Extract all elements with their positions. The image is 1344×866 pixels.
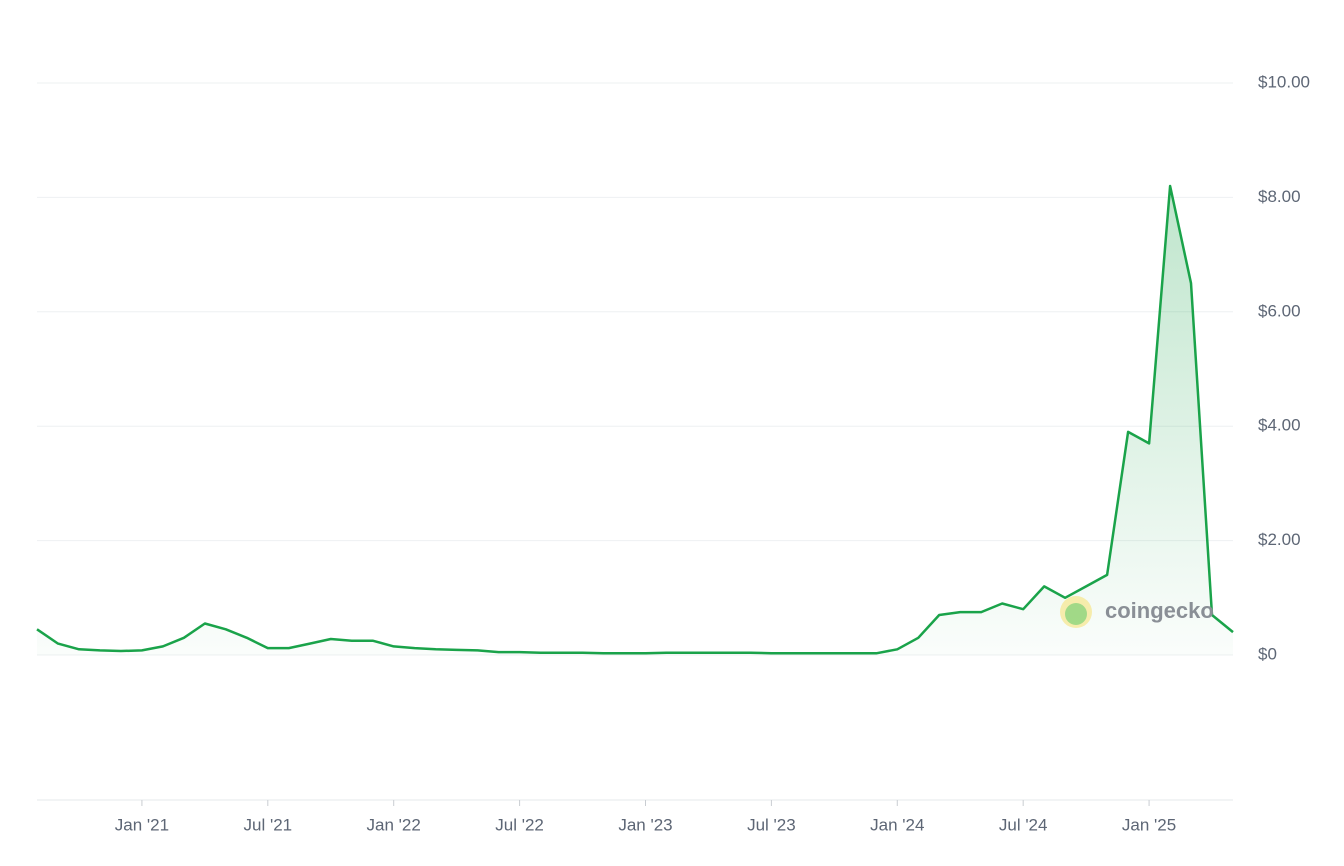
x-tick-label: Jan '22 [367,815,421,834]
y-tick-label: $6.00 [1258,301,1301,320]
x-tick-label: Jan '21 [115,815,169,834]
watermark: coingecko [1105,598,1214,623]
x-tick-label: Jan '24 [870,815,924,834]
x-tick-label: Jan '25 [1122,815,1176,834]
x-tick-label: Jul '24 [999,815,1048,834]
watermark-logo-inner [1065,603,1087,625]
price-area [37,186,1233,655]
y-tick-label: $8.00 [1258,187,1301,206]
y-tick-label: $2.00 [1258,530,1301,549]
x-tick-label: Jan '23 [618,815,672,834]
y-tick-label: $0 [1258,644,1277,663]
y-tick-label: $4.00 [1258,416,1301,435]
x-tick-label: Jul '23 [747,815,796,834]
y-tick-label: $10.00 [1258,72,1310,91]
x-tick-label: Jul '22 [495,815,544,834]
price-line [36,184,1234,655]
x-tick-label: Jul '21 [244,815,293,834]
